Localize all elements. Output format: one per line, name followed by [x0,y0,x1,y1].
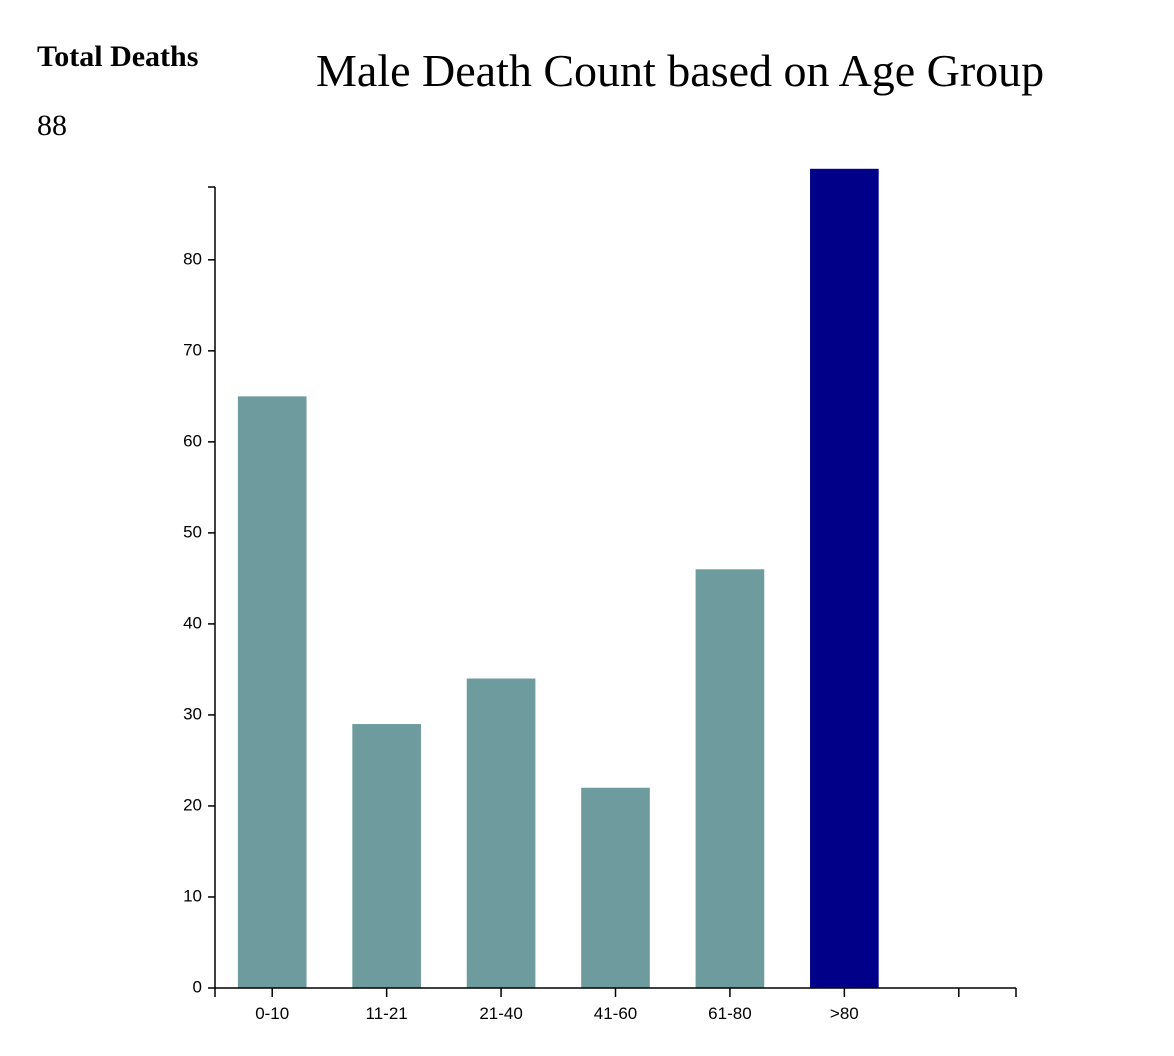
bar-41-60 [581,787,650,988]
y-tick-label-60: 60 [183,431,202,450]
x-tick-label-11-21: 11-21 [366,1004,408,1023]
bar->80 [810,168,879,988]
x-tick-label-61-80: 61-80 [708,1004,751,1023]
total-deaths-value: 88 [37,109,67,142]
bar-61-80 [695,569,765,988]
y-tick-label-50: 50 [183,522,202,541]
y-tick-label-70: 70 [183,340,202,359]
y-tick-label-80: 80 [183,249,202,268]
y-tick-label-0: 0 [193,977,202,996]
chart-title: Male Death Count based on Age Group [316,45,1045,96]
bars-group [237,168,879,988]
bar-21-40 [466,678,536,988]
y-tick-label-10: 10 [183,886,202,905]
x-axis: 0-10 11-21 21-40 41-60 61-80 >80 [214,987,1017,1023]
bar-11-21 [352,724,421,988]
y-tick-label-40: 40 [183,613,202,632]
x-tick-label-41-60: 41-60 [594,1004,637,1023]
y-tick-label-30: 30 [183,704,202,723]
y-axis: 0 10 20 30 40 50 60 70 80 [183,186,216,996]
x-tick-label->80: >80 [830,1004,859,1023]
x-tick-label-0-10: 0-10 [255,1004,289,1023]
x-tick-label-21-40: 21-40 [479,1004,522,1023]
bar-0-10 [237,396,307,988]
y-tick-label-20: 20 [183,795,202,814]
total-deaths-label: Total Deaths [37,40,199,73]
